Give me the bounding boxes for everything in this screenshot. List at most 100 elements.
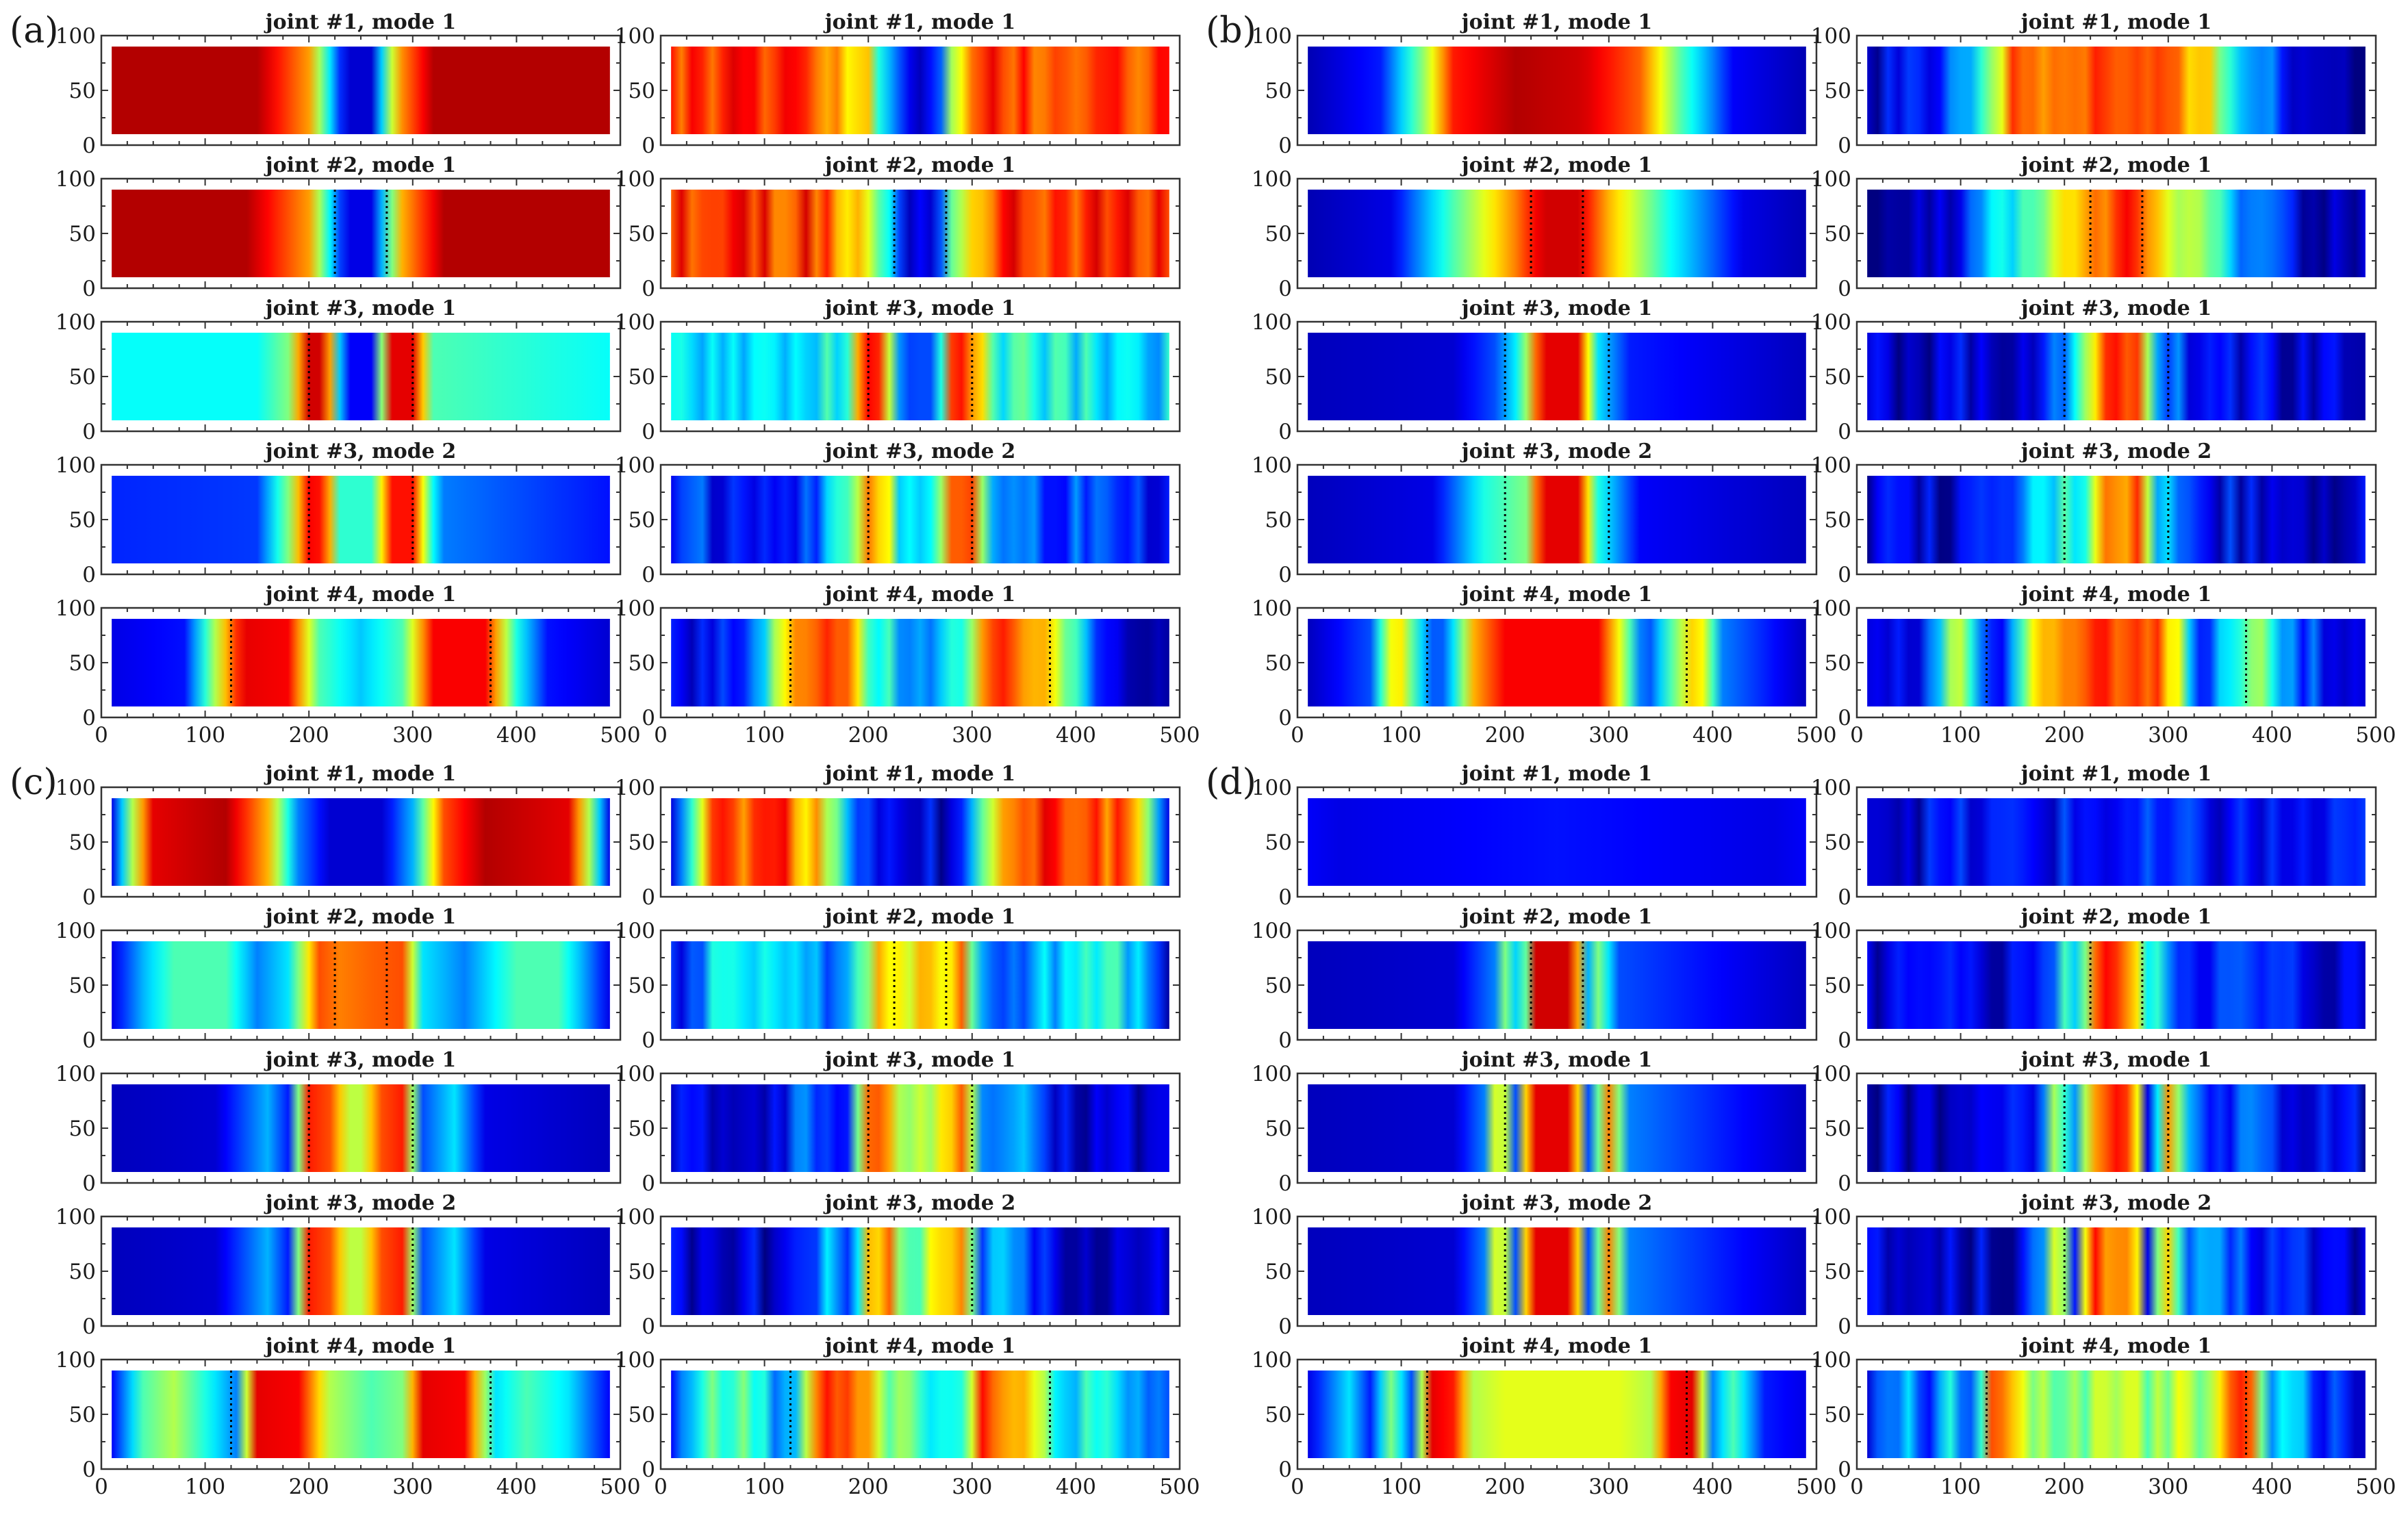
y-tick-label: 100 <box>1811 919 1851 943</box>
y-tick-label: 50 <box>1825 1403 1851 1427</box>
subplot: joint #3, mode 2 0 50 100 <box>1811 439 2377 587</box>
y-tick-label: 100 <box>1252 1062 1292 1086</box>
y-tick-label: 0 <box>642 885 655 910</box>
y-tick-label: 100 <box>615 1348 655 1373</box>
y-tick-label: 0 <box>1838 1457 1851 1482</box>
heatmap-image <box>112 190 610 277</box>
subplot: joint #4, mode 1 0 50 100 0 100 200 300 400 500 <box>1811 1334 2396 1499</box>
subplot: joint #3, mode 1 0 50 100 <box>1252 296 1818 444</box>
heatmap-image <box>1867 1371 2366 1458</box>
subplot-title: joint #1, mode 1 <box>264 762 456 786</box>
y-tick-label: 0 <box>1278 563 1292 587</box>
y-tick-label: 0 <box>82 1314 96 1339</box>
x-tick-label: 400 <box>1693 723 1733 748</box>
subplot-title: joint #3, mode 2 <box>823 439 1015 463</box>
y-tick-label: 50 <box>1825 1260 1851 1284</box>
subplot: joint #4, mode 1 0 50 100 0 100 200 300 400 500 <box>1252 583 1837 748</box>
y-tick-label: 100 <box>1811 776 1851 800</box>
y-tick-label: 100 <box>615 919 655 943</box>
y-tick-label: 50 <box>1265 1117 1292 1141</box>
y-tick-label: 100 <box>1252 167 1292 192</box>
x-tick-label: 0 <box>1850 723 1864 748</box>
y-tick-label: 100 <box>615 776 655 800</box>
y-tick-label: 100 <box>1252 776 1292 800</box>
panel-label: (c) <box>10 762 58 803</box>
x-tick-label: 200 <box>1485 1475 1525 1499</box>
heatmap-image <box>671 1084 1169 1172</box>
subplot-title: joint #2, mode 1 <box>823 153 1015 177</box>
heatmap-image <box>1308 941 1806 1029</box>
subplot: joint #4, mode 1 0 50 100 0 100 200 300 400 500 <box>55 583 641 748</box>
subplot: joint #1, mode 1 0 50 100 <box>1252 762 1818 910</box>
y-tick-label: 0 <box>1838 885 1851 910</box>
y-tick-label: 50 <box>69 651 96 676</box>
x-tick-label: 200 <box>289 1475 329 1499</box>
subplot: joint #4, mode 1 0 50 100 0 100 200 300 400 500 <box>1811 583 2396 748</box>
subplot-title: joint #2, mode 1 <box>2019 153 2211 177</box>
y-tick-label: 100 <box>1252 453 1292 478</box>
y-tick-label: 50 <box>629 1403 655 1427</box>
y-tick-label: 100 <box>1252 1348 1292 1373</box>
y-tick-label: 0 <box>1278 706 1292 730</box>
y-tick-label: 0 <box>1838 1028 1851 1053</box>
subplot: joint #1, mode 1 0 50 100 <box>1811 10 2377 158</box>
y-tick-label: 0 <box>1278 1171 1292 1196</box>
x-tick-label: 0 <box>654 1475 668 1499</box>
heatmap-image <box>671 333 1169 420</box>
y-tick-label: 100 <box>615 596 655 621</box>
y-tick-label: 50 <box>629 365 655 390</box>
y-tick-label: 50 <box>1265 365 1292 390</box>
y-tick-label: 0 <box>1278 885 1292 910</box>
heatmap-image <box>1867 798 2366 886</box>
x-tick-label: 400 <box>496 723 537 748</box>
subplot: joint #2, mode 1 0 50 100 <box>1811 153 2377 301</box>
y-tick-label: 50 <box>69 79 96 103</box>
y-tick-label: 0 <box>1838 1171 1851 1196</box>
subplot: joint #3, mode 1 0 50 100 <box>1811 1048 2377 1196</box>
subplot-title: joint #3, mode 1 <box>2019 1048 2211 1072</box>
subplot-title: joint #3, mode 1 <box>264 296 456 320</box>
subplot-title: joint #3, mode 2 <box>264 1191 456 1215</box>
x-tick-label: 300 <box>1588 723 1629 748</box>
subplot: joint #3, mode 1 0 50 100 <box>1252 1048 1818 1196</box>
x-tick-label: 500 <box>1159 1475 1200 1499</box>
y-tick-label: 50 <box>69 1260 96 1284</box>
subplot-title: joint #3, mode 2 <box>2019 439 2211 463</box>
heatmap-image <box>671 619 1169 706</box>
y-tick-label: 100 <box>55 919 96 943</box>
y-tick-label: 100 <box>55 776 96 800</box>
y-tick-label: 100 <box>615 167 655 192</box>
y-tick-label: 0 <box>1838 1314 1851 1339</box>
x-tick-label: 200 <box>1485 723 1525 748</box>
subplot-title: joint #2, mode 1 <box>1460 153 1652 177</box>
y-tick-label: 0 <box>642 1457 655 1482</box>
subplot-title: joint #3, mode 1 <box>1460 1048 1652 1072</box>
x-tick-label: 300 <box>952 723 992 748</box>
subplot: joint #3, mode 1 0 50 100 <box>55 296 622 444</box>
x-tick-label: 100 <box>1940 1475 1981 1499</box>
x-tick-label: 100 <box>1940 723 1981 748</box>
y-tick-label: 0 <box>1838 420 1851 444</box>
heatmap-image <box>671 941 1169 1029</box>
y-tick-label: 50 <box>629 1260 655 1284</box>
subplot-title: joint #3, mode 2 <box>1460 439 1652 463</box>
y-tick-label: 50 <box>1825 222 1851 246</box>
heatmap-image <box>1308 476 1806 563</box>
y-tick-label: 0 <box>642 1028 655 1053</box>
y-tick-label: 100 <box>1811 596 1851 621</box>
subplot-title: joint #2, mode 1 <box>264 153 456 177</box>
heatmap-image <box>671 476 1169 563</box>
x-tick-label: 100 <box>1381 1475 1421 1499</box>
y-tick-label: 0 <box>642 1171 655 1196</box>
y-tick-label: 100 <box>1811 1062 1851 1086</box>
x-tick-label: 400 <box>1056 1475 1096 1499</box>
subplot-title: joint #4, mode 1 <box>264 583 456 607</box>
x-tick-label: 200 <box>2044 1475 2085 1499</box>
y-tick-label: 100 <box>55 1205 96 1229</box>
heatmap-image <box>112 1371 610 1458</box>
y-tick-label: 0 <box>642 706 655 730</box>
y-tick-label: 50 <box>629 79 655 103</box>
subplot-title: joint #3, mode 1 <box>823 1048 1015 1072</box>
heatmap-image <box>1308 1084 1806 1172</box>
subplot-title: joint #1, mode 1 <box>823 762 1015 786</box>
